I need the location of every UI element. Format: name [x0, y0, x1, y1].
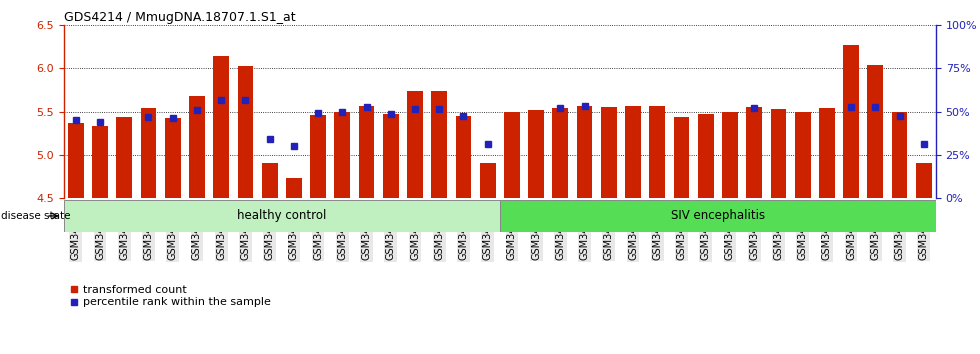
- Bar: [165, 118, 180, 198]
- Bar: [311, 115, 326, 198]
- Bar: [819, 108, 835, 198]
- Bar: [747, 107, 762, 198]
- Bar: [383, 114, 399, 198]
- Bar: [553, 108, 568, 198]
- Bar: [480, 163, 496, 198]
- Bar: [262, 163, 277, 198]
- Bar: [286, 178, 302, 198]
- Legend: transformed count, percentile rank within the sample: transformed count, percentile rank withi…: [70, 285, 270, 307]
- Bar: [92, 126, 108, 198]
- Bar: [456, 116, 471, 198]
- Bar: [117, 117, 132, 198]
- Bar: [650, 106, 665, 198]
- Bar: [68, 123, 83, 198]
- Bar: [722, 112, 738, 198]
- Bar: [867, 65, 883, 198]
- Text: disease state: disease state: [1, 211, 71, 221]
- Bar: [601, 107, 616, 198]
- Text: GDS4214 / MmugDNA.18707.1.S1_at: GDS4214 / MmugDNA.18707.1.S1_at: [64, 11, 295, 24]
- Bar: [625, 106, 641, 198]
- Bar: [673, 117, 689, 198]
- Bar: [576, 106, 593, 198]
- Bar: [795, 112, 810, 198]
- Bar: [189, 96, 205, 198]
- Bar: [770, 109, 786, 198]
- Bar: [64, 200, 500, 232]
- Bar: [528, 110, 544, 198]
- Bar: [334, 112, 350, 198]
- Bar: [500, 200, 936, 232]
- Bar: [359, 106, 374, 198]
- Bar: [843, 45, 859, 198]
- Bar: [504, 112, 519, 198]
- Bar: [140, 108, 157, 198]
- Bar: [698, 114, 713, 198]
- Bar: [214, 56, 229, 198]
- Bar: [892, 112, 907, 198]
- Bar: [407, 91, 423, 198]
- Bar: [237, 65, 253, 198]
- Bar: [431, 91, 447, 198]
- Bar: [916, 163, 932, 198]
- Text: healthy control: healthy control: [237, 210, 326, 222]
- Text: SIV encephalitis: SIV encephalitis: [670, 210, 765, 222]
